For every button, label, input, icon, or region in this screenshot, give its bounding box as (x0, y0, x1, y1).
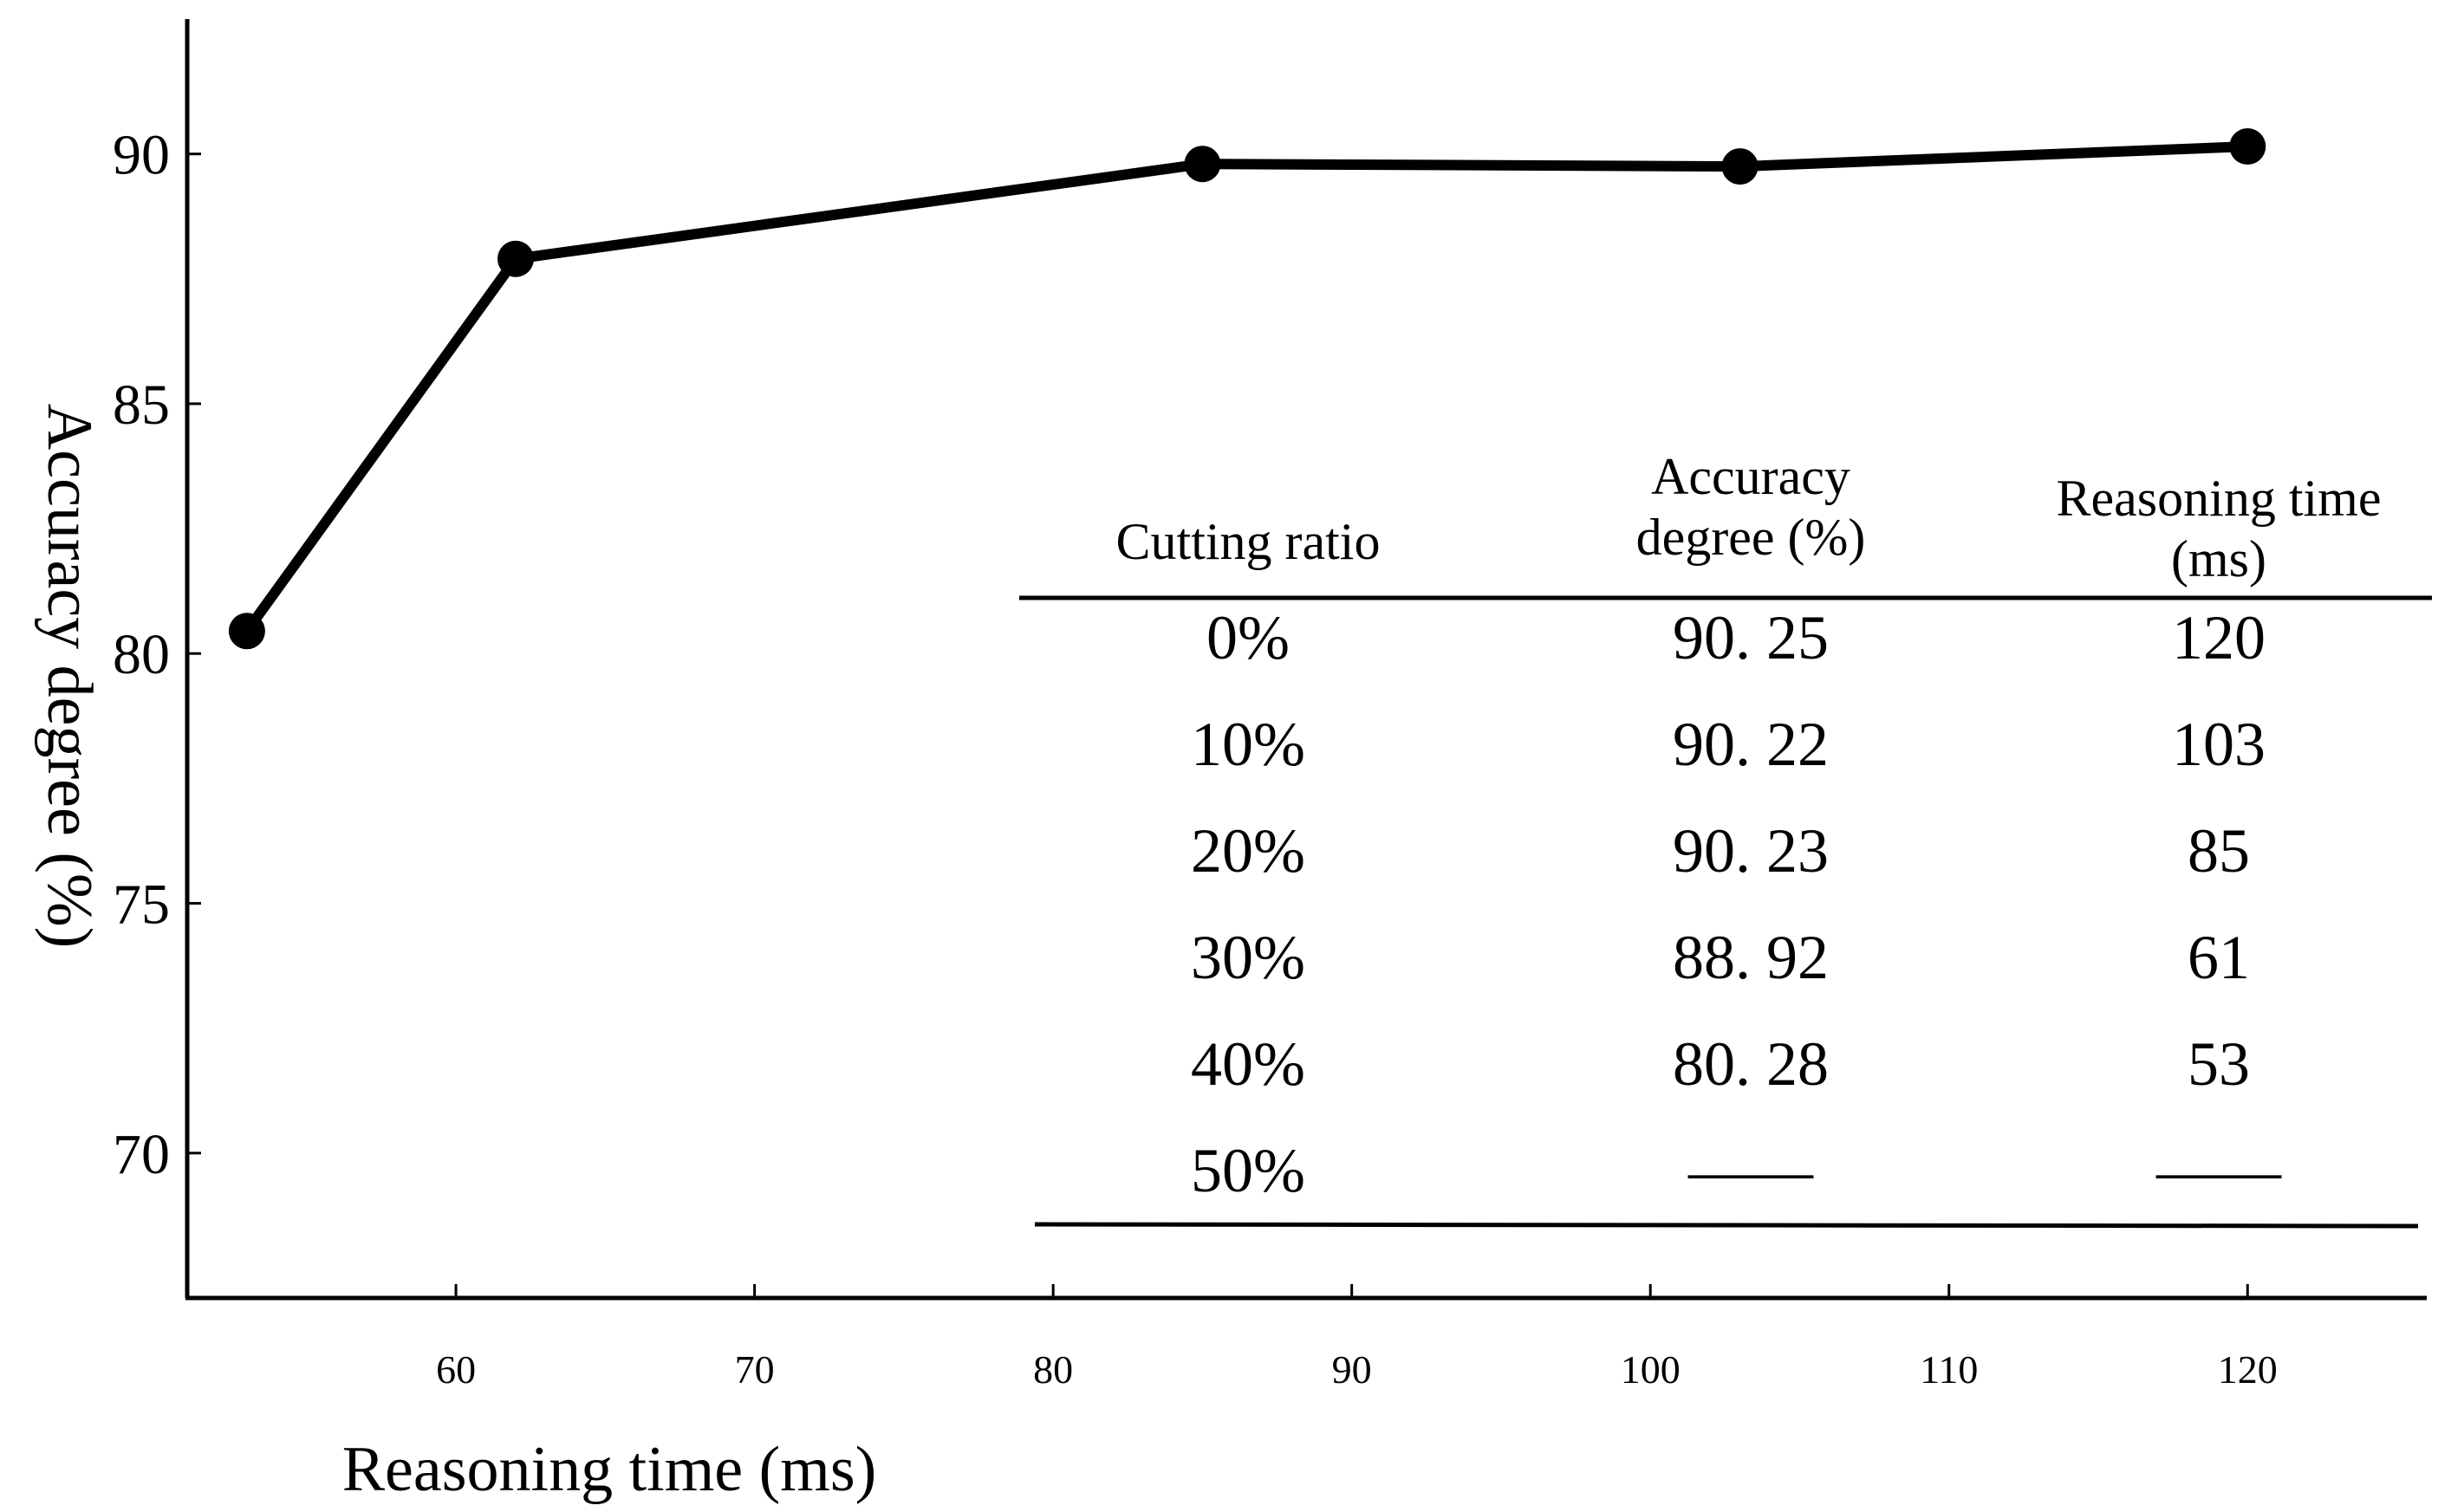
axes (185, 19, 2427, 1301)
y-tick-label: 90 (113, 124, 170, 187)
table-cell: 90. 22 (1673, 710, 1829, 779)
table-header-cell: Accuracy (1651, 448, 1850, 505)
table-rule-bottom (1034, 1222, 2419, 1229)
table-cell: 0% (1206, 603, 1290, 672)
table-cell: 30% (1191, 923, 1305, 992)
table-cell: 53 (2188, 1029, 2250, 1099)
table-cell: 40% (1191, 1029, 1305, 1099)
y-tick-label: 70 (113, 1123, 170, 1186)
table-cell: —— (2155, 1136, 2282, 1205)
table-cell: 61 (2188, 923, 2250, 992)
x-ticks: 60 70 80 90 100 110 120 (436, 1284, 2278, 1392)
table-header-cell: (ms) (2171, 530, 2266, 587)
table-cell: 120 (2172, 603, 2266, 672)
table-cell: 85 (2188, 816, 2250, 886)
table-cell: 90. 23 (1673, 816, 1829, 886)
table-cell: 10% (1191, 710, 1305, 779)
table-cell: 80. 28 (1673, 1029, 1829, 1099)
table-header-cell: Cutting ratio (1116, 513, 1381, 570)
table-cell: 90. 25 (1673, 603, 1829, 672)
y-tick-label: 85 (113, 373, 170, 437)
x-axis-title: Reasoning time (ms) (342, 1434, 877, 1505)
table-cell: 20% (1191, 816, 1305, 886)
x-tick-label: 70 (735, 1347, 775, 1392)
y-tick-label: 80 (113, 623, 170, 686)
table-cell: 88. 92 (1673, 923, 1829, 992)
table-header-cell: degree (%) (1636, 509, 1866, 566)
y-tick-label: 75 (113, 873, 170, 937)
x-tick-label: 60 (436, 1347, 476, 1392)
data-point (1721, 148, 1759, 185)
series-layer (228, 128, 2266, 650)
x-tick-label: 90 (1332, 1347, 1372, 1392)
table-header-cell: Reasoning time (2057, 470, 2382, 527)
table-cell: 103 (2172, 710, 2266, 779)
y-axis-title: Accuracy degree (%) (34, 404, 105, 949)
x-tick-label: 110 (1920, 1347, 1978, 1392)
x-tick-label: 100 (1621, 1347, 1681, 1392)
table-cell: 50% (1191, 1136, 1305, 1205)
data-point (497, 240, 534, 277)
x-tick-label: 120 (2218, 1347, 2278, 1392)
x-tick-label: 80 (1033, 1347, 1073, 1392)
data-point (228, 613, 265, 650)
data-point (1184, 146, 1221, 183)
table-cell: —— (1687, 1136, 1814, 1205)
y-ticks: 70 75 80 85 90 (113, 124, 201, 1186)
data-point (2229, 128, 2266, 165)
